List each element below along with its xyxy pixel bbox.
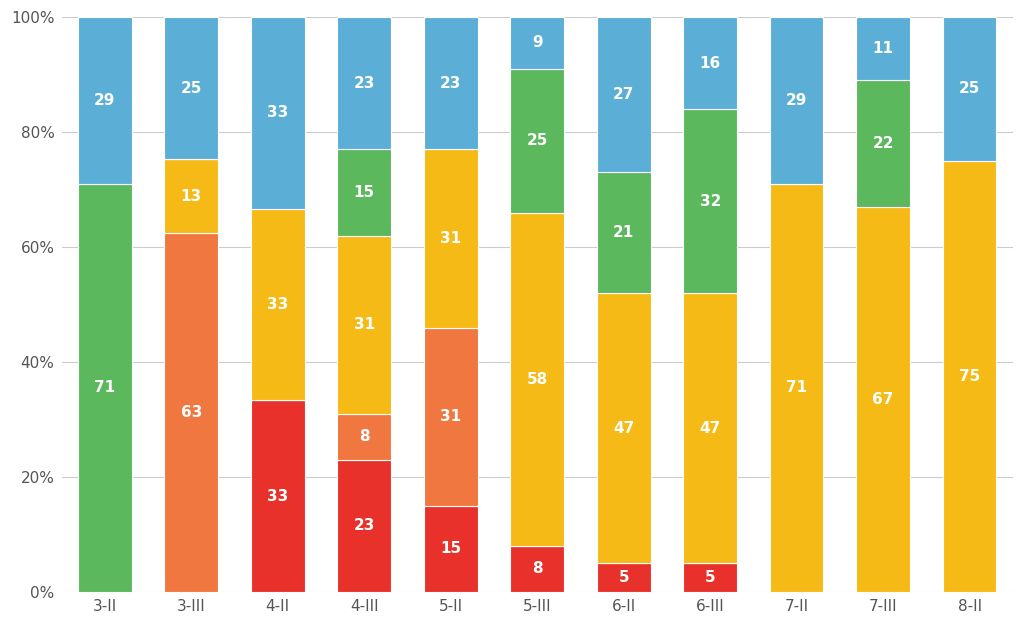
Text: 22: 22 [872, 136, 894, 151]
Bar [251, 401, 304, 592]
Bar [597, 17, 650, 173]
Bar [78, 17, 132, 184]
Bar [597, 173, 650, 293]
Bar [510, 213, 564, 546]
Bar [683, 17, 737, 109]
Bar [597, 293, 650, 563]
Bar [338, 236, 391, 414]
Bar [770, 17, 823, 184]
Text: 71: 71 [94, 381, 116, 396]
Text: 29: 29 [94, 93, 116, 108]
Text: 31: 31 [440, 409, 461, 424]
Bar [424, 17, 477, 149]
Text: 8: 8 [359, 429, 370, 444]
Bar [683, 563, 737, 592]
Text: 25: 25 [526, 133, 548, 148]
Text: 33: 33 [267, 489, 289, 504]
Bar [338, 17, 391, 149]
Text: 16: 16 [699, 56, 721, 71]
Text: 33: 33 [267, 297, 289, 312]
Text: 23: 23 [440, 76, 462, 91]
Text: 27: 27 [613, 88, 635, 103]
Text: 21: 21 [613, 225, 634, 240]
Text: 8: 8 [531, 561, 543, 576]
Text: 13: 13 [180, 189, 202, 204]
Bar [424, 506, 477, 592]
Bar [338, 460, 391, 592]
Text: 5: 5 [618, 570, 629, 585]
Bar [943, 17, 996, 161]
Bar [165, 17, 218, 159]
Bar [338, 149, 391, 236]
Text: 63: 63 [180, 405, 202, 420]
Text: 31: 31 [353, 317, 375, 332]
Bar [165, 159, 218, 233]
Bar [510, 17, 564, 69]
Text: 58: 58 [526, 372, 548, 387]
Text: 5: 5 [705, 570, 716, 585]
Bar [78, 184, 132, 592]
Bar [510, 69, 564, 213]
Bar [510, 546, 564, 592]
Bar [683, 293, 737, 563]
Bar [770, 184, 823, 592]
Text: 15: 15 [353, 185, 375, 200]
Bar [424, 328, 477, 506]
Text: 71: 71 [786, 381, 807, 396]
Text: 11: 11 [872, 41, 894, 56]
Text: 25: 25 [180, 81, 202, 96]
Text: 23: 23 [353, 518, 375, 533]
Bar [338, 414, 391, 460]
Text: 23: 23 [353, 76, 375, 91]
Bar [251, 17, 304, 209]
Text: 15: 15 [440, 541, 461, 556]
Bar [943, 161, 996, 592]
Bar [683, 109, 737, 293]
Bar [856, 17, 910, 81]
Text: 31: 31 [440, 231, 461, 246]
Text: 32: 32 [699, 194, 721, 209]
Text: 33: 33 [267, 106, 289, 121]
Text: 75: 75 [959, 369, 980, 384]
Bar [424, 149, 477, 328]
Bar [856, 207, 910, 592]
Text: 25: 25 [958, 81, 980, 96]
Bar [856, 81, 910, 207]
Text: 47: 47 [613, 421, 634, 436]
Text: 47: 47 [699, 421, 721, 436]
Text: 29: 29 [786, 93, 807, 108]
Text: 67: 67 [872, 392, 894, 407]
Bar [597, 563, 650, 592]
Bar [165, 233, 218, 592]
Text: 9: 9 [531, 36, 543, 51]
Bar [251, 209, 304, 401]
